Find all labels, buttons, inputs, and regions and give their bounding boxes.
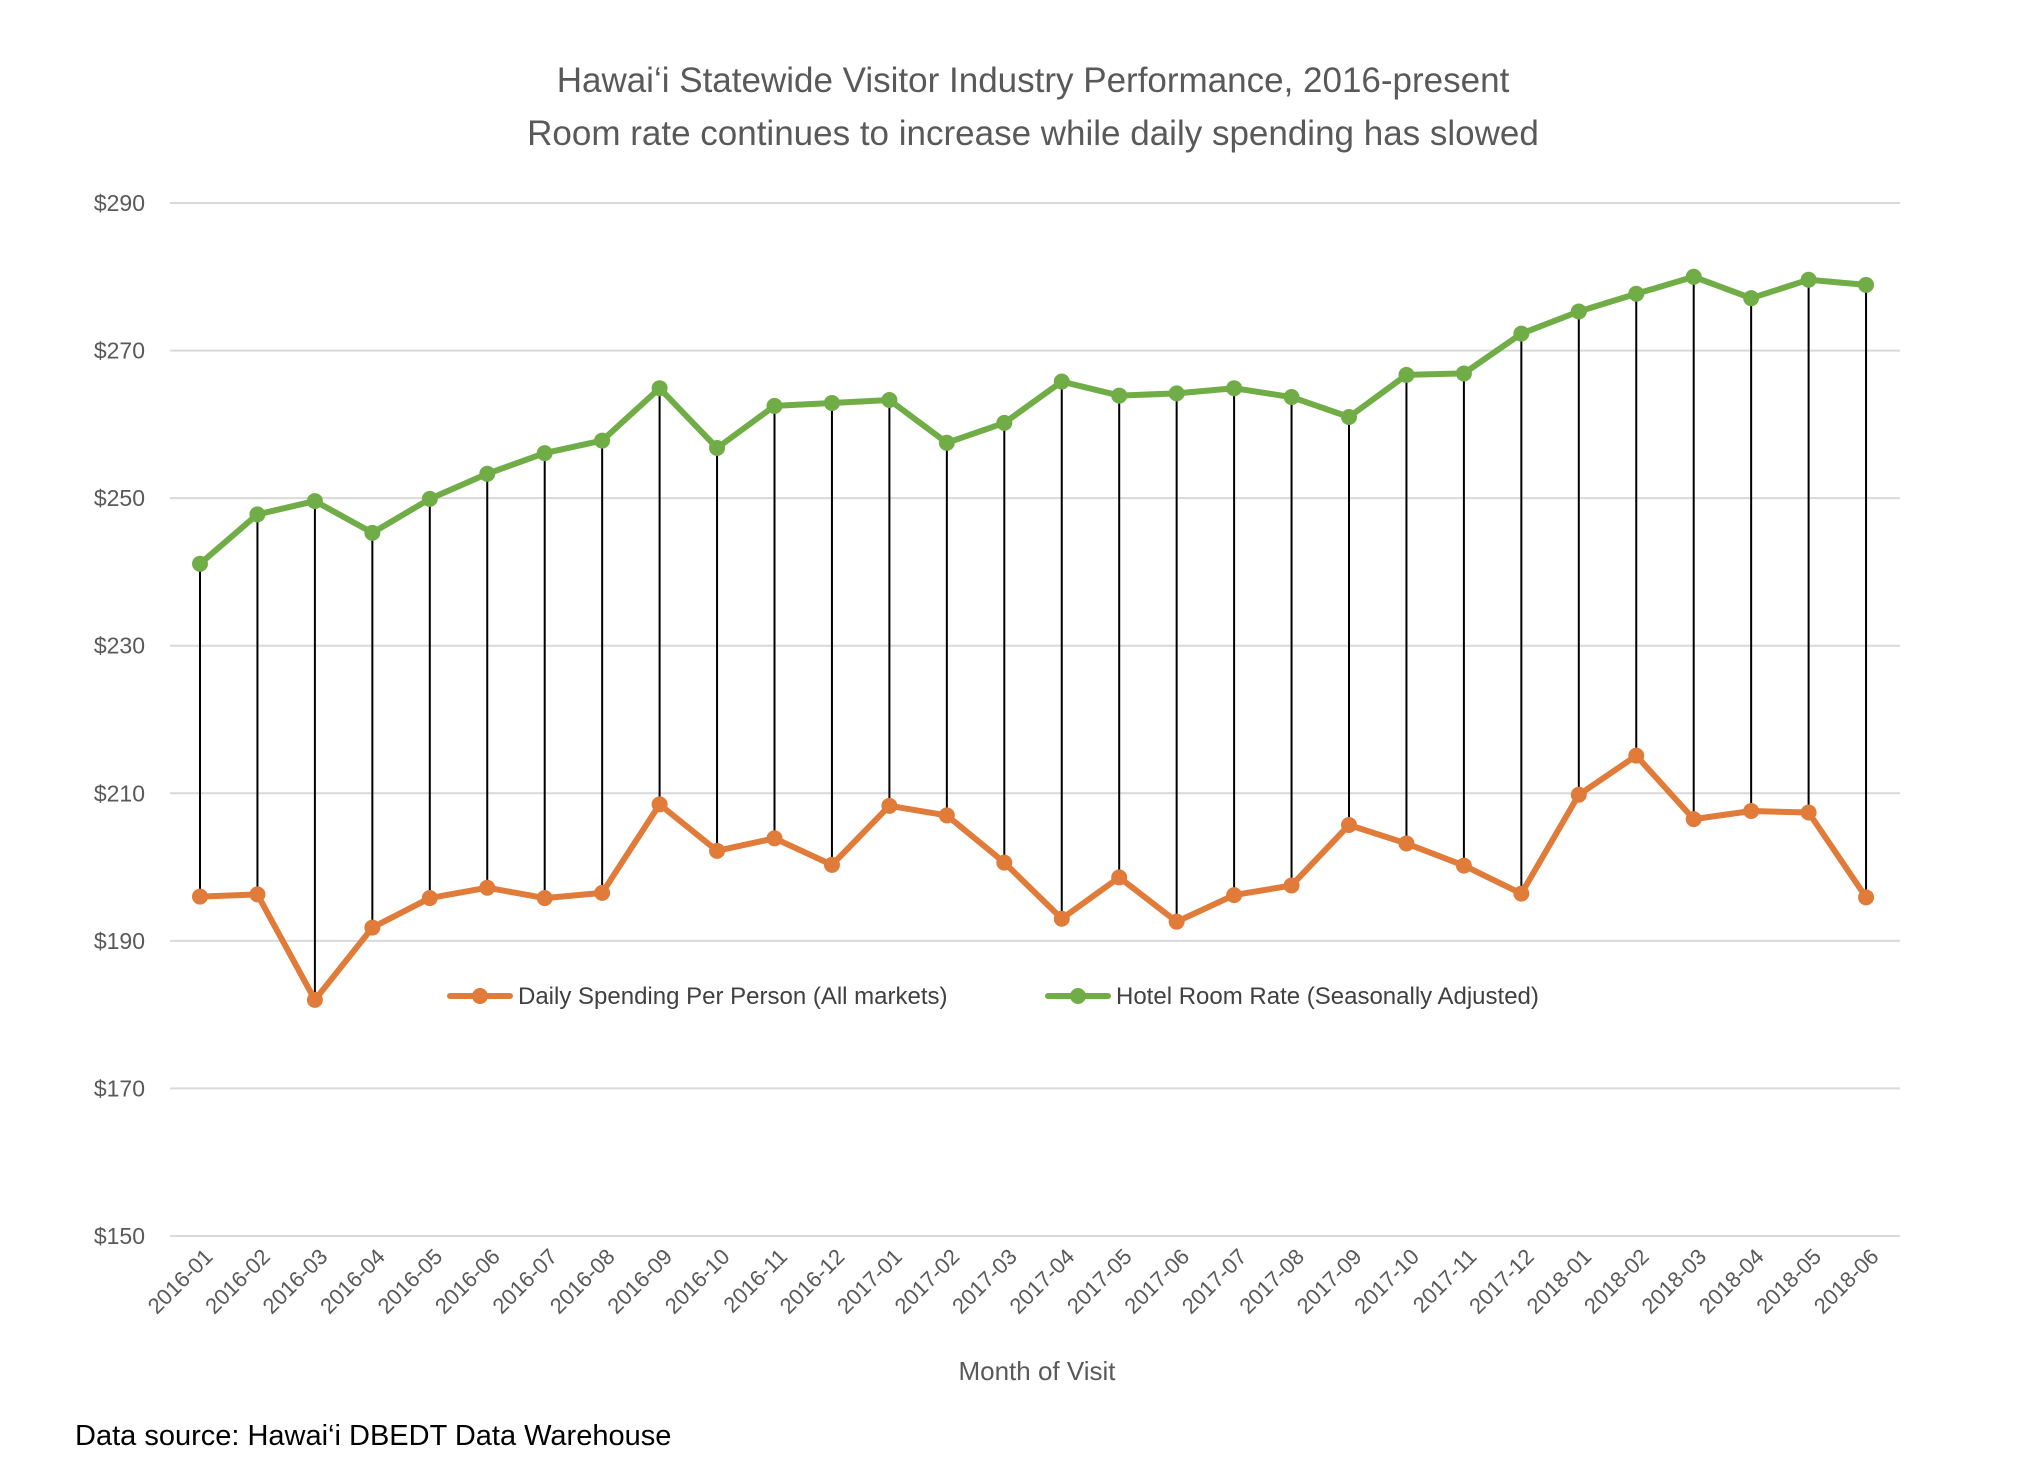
data-point xyxy=(1628,747,1645,764)
data-point xyxy=(996,414,1013,431)
data-point xyxy=(1455,857,1472,874)
data-point xyxy=(996,854,1013,871)
legend-marker-1 xyxy=(472,988,488,1004)
data-point xyxy=(192,555,208,572)
data-point xyxy=(249,886,266,903)
data-point xyxy=(479,879,496,896)
data-point xyxy=(823,856,840,873)
data-point xyxy=(881,797,898,814)
series-line-1 xyxy=(197,752,1870,1003)
data-point xyxy=(421,490,438,507)
data-point xyxy=(1858,889,1875,906)
legend-label-2: Hotel Room Rate (Seasonally Adjusted) xyxy=(1116,983,1539,1010)
data-point xyxy=(1743,802,1760,819)
data-point xyxy=(651,380,668,397)
series-line-2 xyxy=(197,273,1870,567)
data-point xyxy=(1168,913,1185,930)
y-tick-label: $250 xyxy=(94,485,145,511)
data-point xyxy=(1455,365,1472,382)
data-point xyxy=(1858,276,1875,293)
source-note: Data source: Hawai‘i DBEDT Data Warehous… xyxy=(75,1420,672,1452)
x-axis-ticks: 2016-012016-022016-032016-042016-052016-… xyxy=(143,1244,1884,1319)
data-point xyxy=(1053,910,1070,927)
data-point xyxy=(881,392,898,409)
x-tick-label: 2016-10 xyxy=(660,1244,735,1319)
data-point xyxy=(536,445,553,462)
data-point xyxy=(1513,885,1530,902)
y-tick-label: $270 xyxy=(94,338,145,364)
data-point xyxy=(1226,887,1243,904)
data-point xyxy=(1111,387,1128,404)
data-point xyxy=(766,830,783,847)
data-point xyxy=(1513,325,1530,342)
data-point xyxy=(1398,366,1415,383)
data-point xyxy=(1341,408,1357,425)
data-point xyxy=(823,394,840,411)
data-point xyxy=(709,842,726,859)
data-point xyxy=(479,465,496,482)
data-point xyxy=(709,439,726,456)
y-tick-label: $190 xyxy=(94,928,145,954)
data-point xyxy=(192,888,208,905)
data-point xyxy=(306,991,323,1008)
data-point xyxy=(1053,373,1070,390)
chart-subtitle: Room rate continues to increase while da… xyxy=(527,114,1539,153)
data-point xyxy=(249,506,266,523)
legend: Daily Spending Per Person (All markets) H… xyxy=(447,983,1539,1010)
legend-label-1: Daily Spending Per Person (All markets) xyxy=(518,983,948,1010)
data-point xyxy=(1800,271,1817,288)
data-point xyxy=(1111,869,1128,886)
data-point xyxy=(651,796,668,813)
data-point xyxy=(1570,303,1587,320)
gridlines xyxy=(170,202,1900,1237)
data-point xyxy=(594,884,611,901)
data-point xyxy=(1685,268,1702,285)
data-point xyxy=(1800,804,1817,821)
drop-lines xyxy=(199,276,1868,1000)
data-point xyxy=(1283,877,1300,894)
y-tick-label: $210 xyxy=(94,780,145,806)
y-axis-ticks: $150 $170 $190 $210 $230 $250 $270 $290 xyxy=(94,190,145,1249)
y-tick-label: $150 xyxy=(94,1223,145,1249)
data-point xyxy=(306,493,323,510)
data-point xyxy=(1283,389,1300,406)
data-point xyxy=(536,890,553,907)
y-tick-label: $170 xyxy=(94,1075,145,1101)
y-tick-label: $290 xyxy=(94,190,145,216)
legend-marker-2 xyxy=(1070,988,1086,1004)
data-point xyxy=(1628,285,1645,302)
x-tick-label: 2017-10 xyxy=(1349,1244,1424,1319)
data-point xyxy=(1341,817,1357,834)
data-point xyxy=(364,524,381,541)
data-point xyxy=(1743,290,1760,307)
data-point xyxy=(1168,385,1185,402)
chart-title: Hawai‘i Statewide Visitor Industry Perfo… xyxy=(557,61,1510,100)
x-axis-label: Month of Visit xyxy=(958,1356,1116,1386)
y-tick-label: $230 xyxy=(94,633,145,659)
data-point xyxy=(938,807,955,824)
series-group xyxy=(192,268,1875,1008)
data-point xyxy=(1685,811,1702,828)
x-tick-label: 2018-06 xyxy=(1809,1244,1884,1319)
data-point xyxy=(766,397,783,414)
data-point xyxy=(364,919,381,936)
data-point xyxy=(938,434,955,451)
data-point xyxy=(421,890,438,907)
data-point xyxy=(1570,786,1587,803)
data-point xyxy=(594,432,611,449)
data-point xyxy=(1398,835,1415,852)
data-point xyxy=(1226,380,1243,397)
